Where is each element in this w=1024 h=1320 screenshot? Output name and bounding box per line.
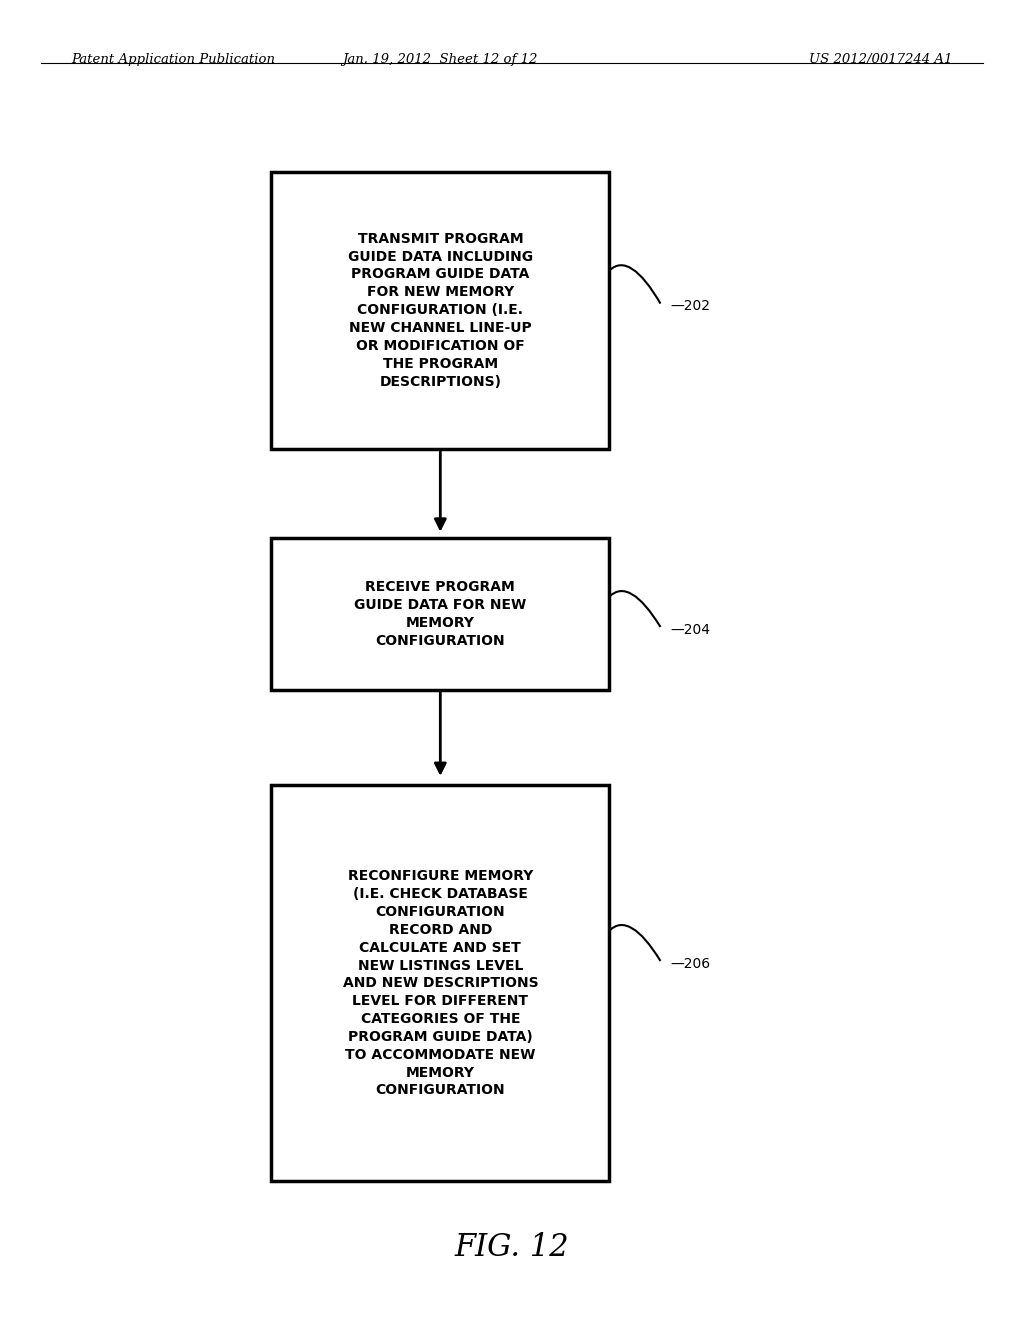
Bar — [271, 785, 609, 1181]
Text: Jan. 19, 2012  Sheet 12 of 12: Jan. 19, 2012 Sheet 12 of 12 — [343, 53, 538, 66]
Text: Patent Application Publication: Patent Application Publication — [72, 53, 275, 66]
Text: —206: —206 — [671, 957, 711, 970]
Text: US 2012/0017244 A1: US 2012/0017244 A1 — [809, 53, 952, 66]
Text: RECEIVE PROGRAM
GUIDE DATA FOR NEW
MEMORY
CONFIGURATION: RECEIVE PROGRAM GUIDE DATA FOR NEW MEMOR… — [354, 579, 526, 648]
Bar — [271, 539, 609, 689]
Bar — [271, 172, 609, 449]
Text: FIG. 12: FIG. 12 — [455, 1232, 569, 1263]
Text: TRANSMIT PROGRAM
GUIDE DATA INCLUDING
PROGRAM GUIDE DATA
FOR NEW MEMORY
CONFIGUR: TRANSMIT PROGRAM GUIDE DATA INCLUDING PR… — [348, 232, 532, 388]
Text: —202: —202 — [671, 300, 711, 313]
Text: —204: —204 — [671, 623, 711, 636]
Text: RECONFIGURE MEMORY
(I.E. CHECK DATABASE
CONFIGURATION
RECORD AND
CALCULATE AND S: RECONFIGURE MEMORY (I.E. CHECK DATABASE … — [342, 870, 539, 1097]
